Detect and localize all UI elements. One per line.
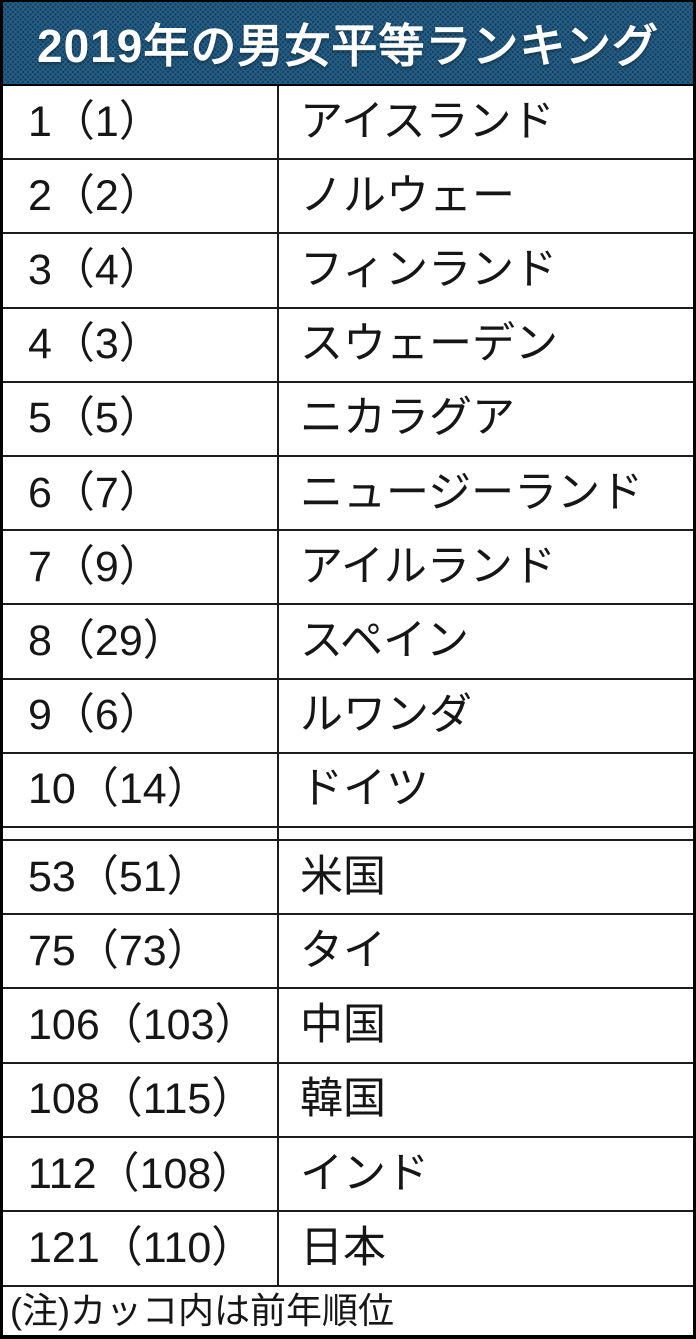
ranking-row: 5（5） ニカラグア bbox=[3, 382, 693, 457]
country-cell: 中国 bbox=[300, 1001, 386, 1050]
ranking-row: 75（73） タイ bbox=[3, 915, 693, 990]
table-title: 2019年の男女平等ランキング bbox=[37, 20, 659, 72]
top10-section: 1（1） アイスランド 2（2） ノルウェー 3（4） フィンランド 4（3） スウェーデン 5… bbox=[3, 86, 693, 828]
rank-cell: 108（115） bbox=[3, 1063, 279, 1137]
ranking-row: 2（2） ノルウェー bbox=[3, 160, 693, 235]
rank-cell: 6（7） bbox=[3, 456, 279, 530]
footnote: (注)カッコ内は前年順位 bbox=[10, 1289, 394, 1331]
rank-cell: 121（110） bbox=[3, 1212, 279, 1285]
ranking-row: 1（1） アイスランド bbox=[3, 86, 693, 161]
ranking-row: 108（115） 韓国 bbox=[3, 1063, 693, 1139]
ranking-row: 4（3） スウェーデン bbox=[3, 308, 693, 383]
separator-right-cell bbox=[279, 828, 693, 839]
rank-cell: 1（1） bbox=[3, 86, 279, 159]
rank-cell: 4（3） bbox=[3, 308, 279, 381]
country-cell: アイスランド bbox=[300, 97, 555, 146]
rank-cell: 8（29） bbox=[3, 605, 279, 678]
rank-cell: 2（2） bbox=[3, 160, 279, 233]
country-cell: 日本 bbox=[300, 1224, 386, 1272]
rank-cell: 5（5） bbox=[3, 382, 279, 455]
country-cell: ニュージーランド bbox=[300, 468, 644, 517]
ranking-row: 7（9） アイルランド bbox=[3, 531, 693, 606]
country-cell: 韓国 bbox=[300, 1075, 386, 1124]
section-separator bbox=[3, 827, 693, 841]
ranking-row: 10（14） ドイツ bbox=[3, 753, 693, 828]
ranking-row: 6（7） ニュージーランド bbox=[3, 456, 693, 532]
country-cell: フィンランド bbox=[300, 245, 558, 294]
separator-left-cell bbox=[3, 827, 279, 839]
rank-cell: 3（4） bbox=[3, 234, 279, 307]
ranking-row: 53（51） 米国 bbox=[3, 840, 693, 916]
rank-cell: 10（14） bbox=[3, 753, 279, 826]
ranking-row: 8（29） スペイン bbox=[3, 605, 693, 680]
rank-cell: 106（103） bbox=[3, 989, 279, 1062]
country-cell: インド bbox=[300, 1149, 429, 1198]
rank-cell: 9（6） bbox=[3, 679, 279, 752]
ranking-row: 112（108） インド bbox=[3, 1138, 693, 1213]
country-cell: ドイツ bbox=[300, 765, 429, 814]
rank-cell: 75（73） bbox=[3, 915, 279, 988]
country-cell: ノルウェー bbox=[300, 171, 515, 220]
ranking-row: 121（110） 日本 bbox=[3, 1212, 693, 1287]
country-cell: ニカラグア bbox=[300, 394, 515, 443]
ranking-row: 9（6） ルワンダ bbox=[3, 679, 693, 754]
country-cell: 米国 bbox=[300, 852, 386, 901]
country-cell: スペイン bbox=[300, 616, 469, 665]
country-cell: ルワンダ bbox=[300, 691, 472, 740]
country-cell: スウェーデン bbox=[300, 320, 558, 369]
rank-cell: 7（9） bbox=[3, 531, 279, 604]
ranking-row: 3（4） フィンランド bbox=[3, 234, 693, 309]
rank-cell: 112（108） bbox=[3, 1138, 279, 1211]
country-cell: タイ bbox=[300, 926, 386, 975]
ranking-row: 106（103） 中国 bbox=[3, 989, 693, 1064]
rank-cell: 53（51） bbox=[3, 840, 279, 914]
table-header-band: 2019年の男女平等ランキング bbox=[3, 2, 693, 86]
country-cell: アイルランド bbox=[300, 542, 556, 591]
selected-countries-section: 53（51） 米国 75（73） タイ 106（103） 中国 108（115） 韓国 112（… bbox=[3, 840, 693, 1287]
